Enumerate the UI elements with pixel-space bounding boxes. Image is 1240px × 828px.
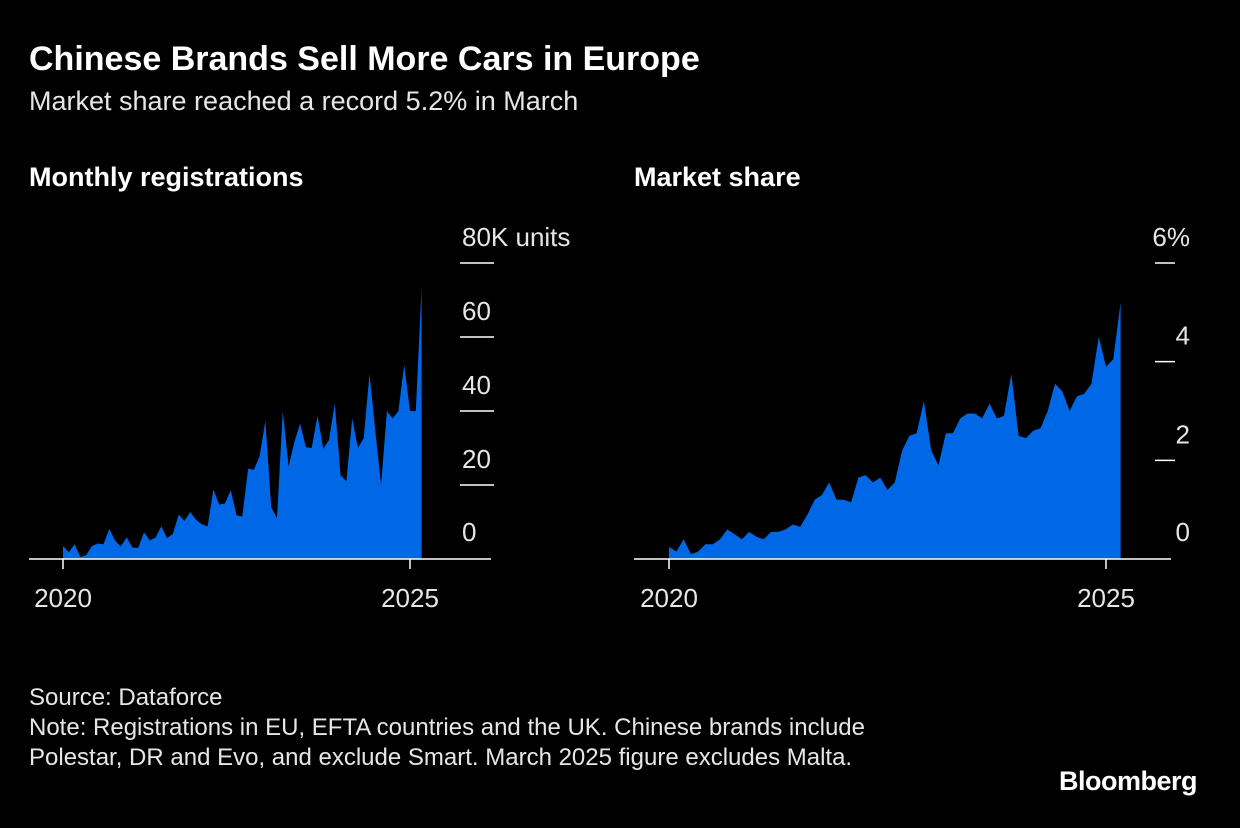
y-tick-label-1: 20 <box>462 444 491 474</box>
registrations-panel-title: Monthly registrations <box>29 162 304 192</box>
x-tick-label-2025: 2025 <box>381 583 439 613</box>
y-tick-label-1: 2 <box>1176 419 1190 449</box>
market-share-panel-title: Market share <box>634 162 801 192</box>
x-tick-label-2020: 2020 <box>640 583 698 613</box>
bloomberg-logo: Bloomberg <box>1059 766 1198 796</box>
area-series-1 <box>669 302 1121 559</box>
chart-subtitle: Market share reached a record 5.2% in Ma… <box>29 86 579 116</box>
y-tick-label-2: 40 <box>462 370 491 400</box>
registrations-chart: 2020 2025 0 20 40 60 80K units <box>29 222 570 613</box>
market-share-chart: 2020 2025 0 2 4 6% <box>634 222 1190 613</box>
y-tick-label-0: 0 <box>462 517 476 547</box>
area-series-0 <box>63 287 422 559</box>
y-tick-label-0: 0 <box>1176 517 1190 547</box>
source-note: Source: Dataforce <box>29 684 223 711</box>
footnote: Note: Registrations in EU, EFTA countrie… <box>29 714 865 771</box>
y-tick-label-3: 60 <box>462 296 491 326</box>
x-tick-label-2020: 2020 <box>34 583 92 613</box>
x-tick-label-2025: 2025 <box>1077 583 1135 613</box>
y-tick-label-3: 6% <box>1152 222 1190 252</box>
y-tick-label-2: 4 <box>1176 321 1190 351</box>
y-tick-label-4: 80K units <box>462 222 570 252</box>
chart-title: Chinese Brands Sell More Cars in Europe <box>29 40 700 78</box>
